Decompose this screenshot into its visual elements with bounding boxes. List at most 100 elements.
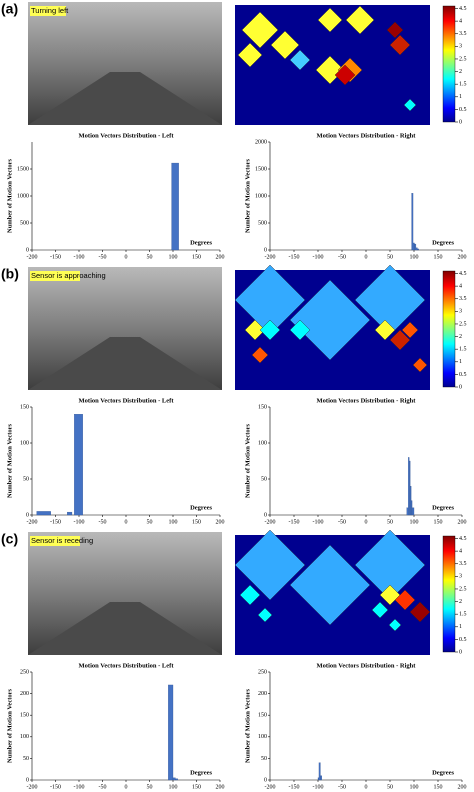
- motion-blob: [412, 357, 428, 373]
- y-tick-label: 50: [23, 756, 29, 762]
- x-tick-label: 200: [216, 519, 225, 525]
- colorbar: [442, 5, 456, 123]
- y-tick-label: 0: [26, 247, 29, 253]
- x-tick-label: 0: [365, 254, 368, 260]
- y-tick-label: 150: [20, 404, 29, 410]
- histogram-bar: [414, 243, 417, 251]
- chart-title: Motion Vectors Distribution - Right: [317, 662, 417, 669]
- x-tick-label: -50: [338, 254, 346, 260]
- y-axis-label: Number of Motion Vectors: [244, 688, 251, 763]
- y-tick-label: 1500: [17, 166, 29, 172]
- histogram-bar: [168, 684, 174, 781]
- colorbar-tick-label: 3: [459, 574, 462, 580]
- road: [28, 337, 222, 390]
- colorbar-tick-label: 4: [459, 19, 462, 25]
- x-tick-label: 0: [365, 784, 368, 790]
- colorbar-tick-label: 4: [459, 284, 462, 290]
- y-tick-label: 200: [20, 691, 29, 697]
- x-tick-label: -100: [313, 254, 324, 260]
- y-tick-label: 2000: [255, 139, 267, 145]
- chart-title: Motion Vectors Distribution - Right: [317, 397, 417, 404]
- y-tick-label: 50: [261, 756, 267, 762]
- x-tick-label: -100: [313, 784, 324, 790]
- photo-caption: Sensor is receding: [31, 536, 93, 545]
- x-tick-label: -200: [27, 784, 38, 790]
- histogram-bar: [415, 247, 418, 251]
- x-tick-label: -50: [99, 519, 107, 525]
- x-tick-label: -150: [50, 784, 61, 790]
- motion-blob: [388, 618, 402, 632]
- x-tick-label: 200: [216, 254, 225, 260]
- x-tick-label: 100: [410, 519, 419, 525]
- x-tick-label: 200: [458, 519, 467, 525]
- chart-title: Motion Vectors Distribution - Left: [79, 662, 175, 669]
- colorbar-tick-label: 3.5: [459, 31, 467, 37]
- x-tick-label: -50: [99, 784, 107, 790]
- x-tick-label: -200: [27, 254, 38, 260]
- x-axis-label: Degrees: [190, 504, 212, 511]
- colorbar-tick-label: 2.5: [459, 586, 467, 592]
- road: [28, 72, 222, 125]
- colorbar-tick-label: 2.5: [459, 56, 467, 62]
- histogram-bar: [67, 511, 73, 516]
- histogram-bar: [406, 507, 409, 516]
- colorbar-tick-label: 0: [459, 649, 462, 655]
- colorbar-tick-label: 1.5: [459, 82, 467, 88]
- x-tick-label: 50: [387, 784, 393, 790]
- motion-blob: [317, 7, 343, 33]
- x-tick-label: -100: [313, 519, 324, 525]
- x-tick-label: 150: [434, 519, 443, 525]
- x-tick-label: 100: [169, 784, 178, 790]
- x-tick-label: -100: [74, 254, 85, 260]
- y-tick-label: 50: [261, 476, 267, 482]
- x-tick-label: 0: [125, 519, 128, 525]
- histogram-bar: [411, 507, 415, 516]
- histogram-bar: [36, 511, 51, 516]
- caption-bg: [30, 271, 80, 281]
- motion-blob: [409, 601, 431, 623]
- colorbar-tick-label: 1: [459, 359, 462, 365]
- photo-caption: Sensor is approaching: [31, 271, 106, 280]
- y-tick-label: 100: [258, 440, 267, 446]
- chart-title: Motion Vectors Distribution - Left: [79, 397, 175, 404]
- x-axis-label: Degrees: [432, 504, 454, 511]
- motion-blob: [237, 42, 263, 68]
- histogram-bar: [175, 778, 178, 781]
- motion-blob: [289, 49, 311, 71]
- y-tick-label: 500: [20, 220, 29, 226]
- x-tick-label: -150: [50, 254, 61, 260]
- caption-bg: [30, 536, 80, 546]
- x-tick-label: 50: [147, 784, 153, 790]
- motion-blob: [251, 346, 269, 364]
- x-tick-label: 200: [458, 784, 467, 790]
- y-tick-label: 200: [258, 691, 267, 697]
- y-axis-label: Number of Motion Vectors: [6, 158, 13, 233]
- motion-blob: [389, 34, 411, 56]
- y-tick-label: 500: [258, 220, 267, 226]
- colorbar-tick-label: 1.5: [459, 612, 467, 618]
- colorbar-tick-label: 2: [459, 334, 462, 340]
- motion-blob: [371, 601, 389, 619]
- motion-blob: [289, 319, 311, 341]
- histogram-bar: [74, 414, 83, 516]
- road: [28, 602, 222, 655]
- panel-label: (b): [1, 266, 19, 282]
- y-tick-label: 150: [258, 713, 267, 719]
- x-tick-label: -150: [289, 784, 300, 790]
- histogram-bar: [320, 775, 322, 781]
- colorbar-tick-label: 2: [459, 69, 462, 75]
- motion-blob: [374, 319, 396, 341]
- x-tick-label: -50: [338, 519, 346, 525]
- x-tick-label: 100: [410, 254, 419, 260]
- x-axis-label: Degrees: [190, 769, 212, 776]
- x-axis-label: Degrees: [432, 239, 454, 246]
- chart-title: Motion Vectors Distribution - Left: [79, 132, 175, 139]
- motion-blob: [234, 529, 306, 601]
- x-tick-label: 150: [192, 519, 201, 525]
- x-tick-label: -50: [338, 784, 346, 790]
- x-tick-label: -100: [74, 784, 85, 790]
- y-tick-label: 1000: [255, 193, 267, 199]
- x-tick-label: 150: [434, 784, 443, 790]
- x-tick-label: 200: [458, 254, 467, 260]
- colorbar-tick-label: 0.5: [459, 637, 467, 643]
